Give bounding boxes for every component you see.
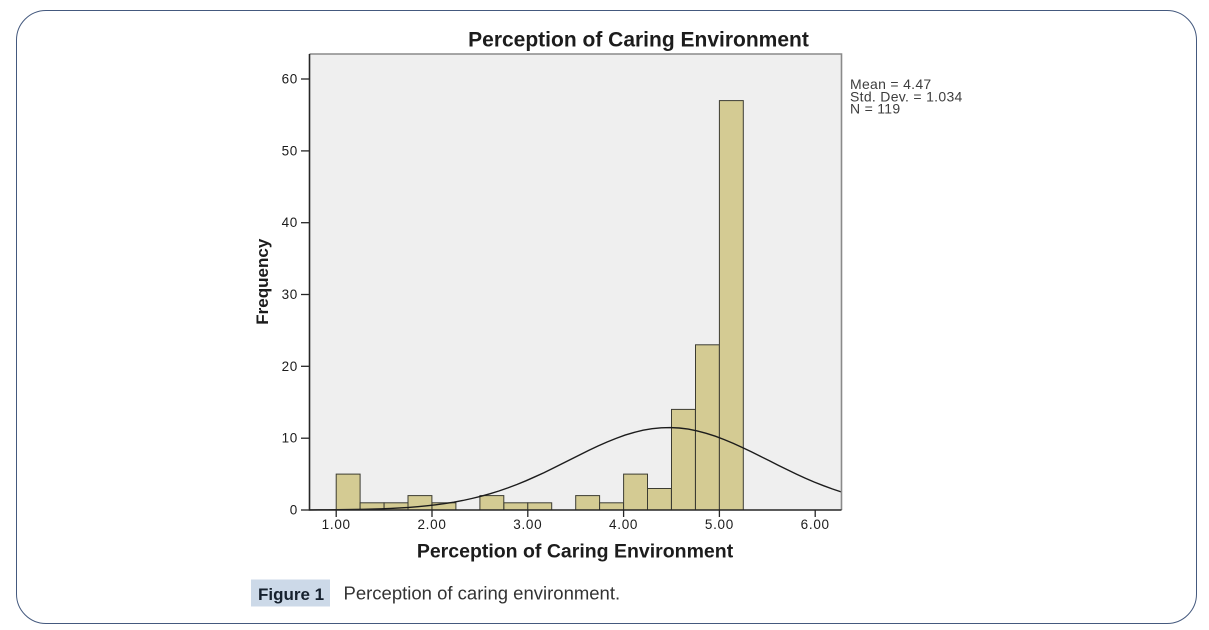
svg-text:N = 119: N = 119 xyxy=(850,101,901,117)
svg-text:50: 50 xyxy=(282,143,298,158)
svg-text:20: 20 xyxy=(282,359,298,374)
svg-text:Perception of Caring Environme: Perception of Caring Environment xyxy=(468,29,809,52)
svg-text:30: 30 xyxy=(282,287,298,302)
svg-text:2.00: 2.00 xyxy=(417,517,446,532)
svg-text:10: 10 xyxy=(282,431,298,446)
svg-text:0: 0 xyxy=(290,503,298,518)
svg-text:3.00: 3.00 xyxy=(513,517,542,532)
svg-text:1.00: 1.00 xyxy=(322,517,351,532)
svg-text:60: 60 xyxy=(282,72,298,87)
svg-text:4.00: 4.00 xyxy=(609,517,638,532)
svg-text:Perception of Caring Environme: Perception of Caring Environment xyxy=(417,541,734,563)
svg-text:5.00: 5.00 xyxy=(705,517,734,532)
svg-text:6.00: 6.00 xyxy=(801,517,830,532)
svg-text:Figure 1: Figure 1 xyxy=(258,585,324,604)
svg-text:Perception of caring environme: Perception of caring environment. xyxy=(344,583,621,604)
svg-text:Mean = 4.47: Mean = 4.47 xyxy=(850,76,932,92)
svg-text:40: 40 xyxy=(282,215,298,230)
svg-text:Std. Dev. = 1.034: Std. Dev. = 1.034 xyxy=(850,89,963,105)
svg-text:Frequency: Frequency xyxy=(253,238,272,325)
